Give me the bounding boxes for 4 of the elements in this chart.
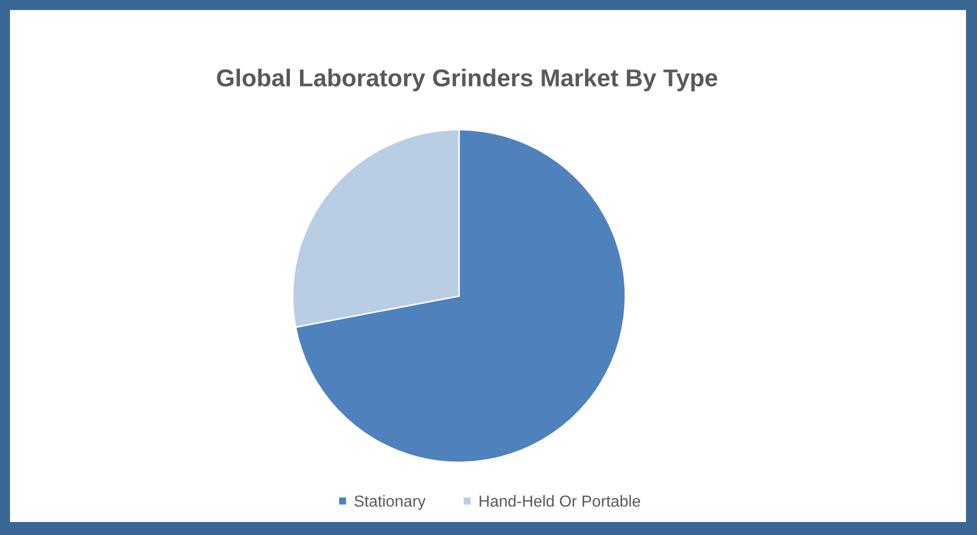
legend-label: Stationary	[354, 495, 426, 510]
legend-label: Hand-Held Or Portable	[480, 495, 640, 507]
chart-title: Global Laboratory Grinders Market By Type	[217, 68, 718, 92]
pie-slice	[294, 128, 626, 464]
